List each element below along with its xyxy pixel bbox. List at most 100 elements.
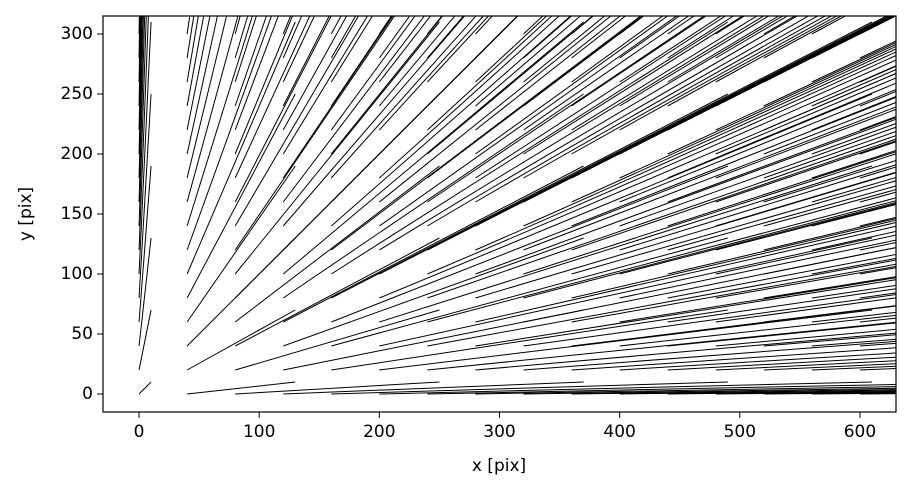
x-tick-label: 100 [243, 422, 275, 442]
vector [523, 293, 896, 347]
y-tick-label: 0 [82, 384, 93, 404]
vector [186, 16, 228, 179]
vector [427, 135, 896, 299]
vector [571, 96, 896, 227]
vector [282, 21, 584, 275]
vector [283, 381, 584, 395]
x-axis-label: x [pix] [472, 456, 526, 476]
vector [427, 16, 553, 131]
vector [138, 16, 143, 155]
vector [331, 165, 728, 323]
y-tick-label: 100 [61, 264, 93, 284]
vector [619, 390, 896, 395]
vector [331, 237, 728, 347]
x-tick-label: 600 [844, 422, 876, 442]
vector [475, 118, 896, 275]
vector [475, 386, 896, 395]
vector [475, 225, 896, 323]
vector [234, 16, 332, 203]
vector [138, 165, 152, 323]
vector [282, 16, 425, 203]
vector [619, 16, 722, 83]
vector [282, 93, 584, 299]
vector [379, 237, 873, 347]
vector [619, 164, 896, 251]
vector [667, 116, 896, 203]
vector [234, 16, 279, 131]
vector [523, 16, 606, 83]
vector [619, 239, 896, 299]
vector [379, 16, 765, 251]
vector [571, 16, 758, 131]
x-tick-label: 300 [483, 422, 515, 442]
vector [138, 16, 143, 131]
vector [523, 153, 896, 275]
vector [427, 16, 784, 227]
vector [282, 16, 394, 179]
vector [186, 16, 272, 251]
vector [234, 16, 311, 179]
vector [523, 16, 690, 131]
vector [138, 93, 152, 299]
vector [138, 237, 152, 347]
vector [571, 16, 819, 155]
y-tick-label: 50 [71, 324, 93, 344]
vector [234, 16, 257, 83]
vector [475, 16, 621, 131]
vector [138, 16, 149, 251]
vector [330, 16, 477, 179]
vector [523, 340, 896, 371]
vector [427, 72, 896, 275]
vector [331, 21, 729, 275]
x-tick-label: 400 [603, 422, 635, 442]
vector [379, 93, 873, 299]
vector [379, 16, 560, 179]
vector [523, 59, 896, 227]
vector [763, 101, 896, 155]
vector [331, 381, 728, 395]
vector [667, 253, 896, 299]
vector [186, 21, 296, 275]
vector [427, 259, 896, 347]
vector [330, 16, 444, 155]
vector [331, 93, 729, 299]
vector [619, 51, 896, 179]
vector [667, 151, 896, 227]
vector [138, 16, 146, 203]
vector [571, 305, 896, 347]
vector [378, 16, 485, 131]
vector [186, 16, 218, 155]
vector [475, 65, 896, 251]
y-tick-label: 300 [61, 24, 93, 44]
vector [475, 16, 799, 203]
vector [619, 126, 896, 227]
vector [234, 16, 396, 251]
vector [379, 16, 612, 203]
vector [187, 381, 296, 395]
vector [667, 82, 896, 179]
vector [523, 200, 896, 299]
x-tick-label: 200 [363, 422, 395, 442]
vector [379, 16, 678, 227]
vector [475, 16, 669, 155]
vector [379, 21, 873, 275]
vector [186, 93, 296, 299]
vector [523, 16, 573, 59]
vector [427, 16, 888, 251]
vector [234, 165, 440, 323]
vector [234, 237, 440, 347]
vector [379, 165, 873, 323]
vector [571, 389, 896, 395]
vector [619, 352, 896, 371]
y-axis-label: y [pix] [16, 187, 36, 241]
vector [234, 16, 360, 227]
vector-field [138, 16, 896, 395]
vector [475, 279, 896, 347]
vector [138, 16, 147, 227]
vector [859, 292, 896, 299]
vector [379, 381, 872, 395]
vector [282, 16, 466, 227]
vector [619, 277, 896, 323]
vector [667, 322, 896, 347]
